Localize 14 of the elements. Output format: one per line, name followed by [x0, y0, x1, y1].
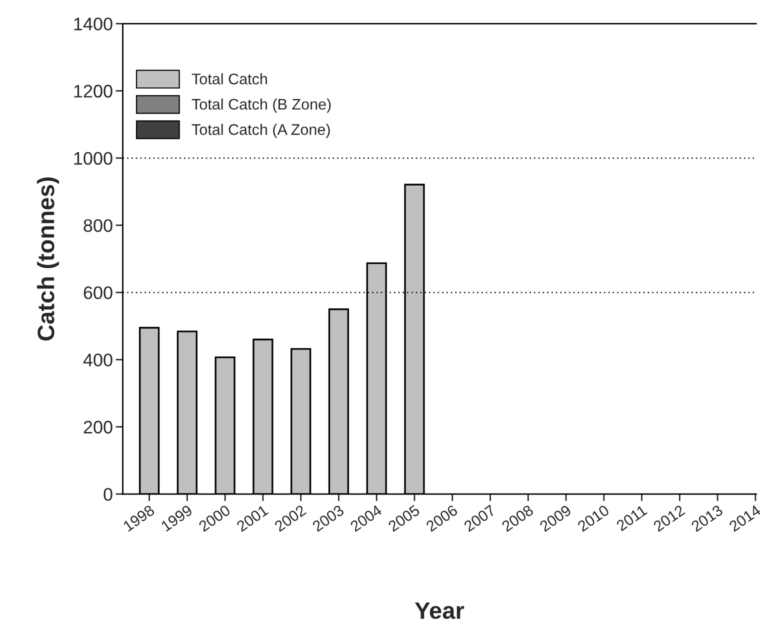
- x-axis-title: Year: [414, 602, 464, 619]
- y-tick-label: 1400: [74, 18, 112, 30]
- y-axis-title: Catch (tonnes): [36, 177, 59, 341]
- y-tick-label: 400: [83, 354, 112, 366]
- y-tick-label: 600: [84, 286, 112, 300]
- y-tick-label: 200: [84, 420, 112, 434]
- y-tick-label: 1200: [74, 84, 112, 98]
- x-tick-label: 2011: [616, 504, 648, 532]
- y-tick-label: 0: [104, 488, 112, 501]
- y-tick-label: 1000: [74, 152, 112, 165]
- y-tick-label: 800: [84, 219, 112, 232]
- legend-label: Total Catch: [192, 73, 267, 84]
- legend-label: Total Catch (A Zone): [192, 124, 330, 138]
- legend-label: Total Catch (B Zone): [192, 98, 331, 113]
